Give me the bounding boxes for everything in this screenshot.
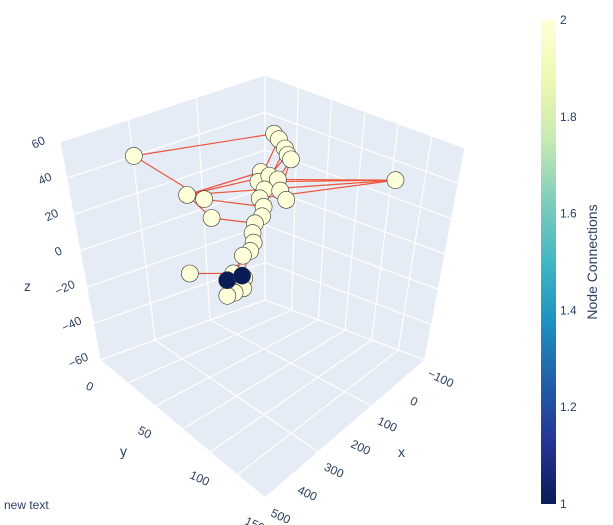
z-gridline (59, 74, 266, 143)
y-gridline (264, 299, 426, 361)
colorbar: 1 1.2 1.4 1.6 1.8 2 Node Connections (541, 13, 600, 511)
z-tick-label: −60 (66, 350, 91, 371)
colorbar-tick-label: 1.2 (560, 400, 577, 414)
x-gridline (237, 349, 399, 476)
x-tick-label: −100 (425, 366, 456, 390)
x-gridline (154, 319, 319, 407)
node-marker[interactable] (125, 147, 143, 165)
node-marker[interactable] (218, 271, 237, 290)
pane-xz (265, 75, 465, 360)
x-tick-label: 100 (375, 414, 399, 435)
x-gridline (182, 329, 346, 430)
x-gridline (209, 339, 373, 453)
z-tick-label: 60 (29, 133, 47, 151)
z-gridline (73, 149, 266, 216)
colorbar-tick-label: 1.8 (560, 110, 577, 124)
node-marker[interactable] (386, 171, 405, 189)
node-marker[interactable] (218, 286, 237, 305)
z-gridline (66, 111, 266, 179)
colorbar-gradient (541, 20, 556, 504)
z-axis-title: z (24, 278, 31, 294)
x-gridline (371, 123, 399, 341)
z-gridline (79, 186, 266, 252)
y-gridline (196, 97, 211, 321)
z-tick-label: −40 (59, 313, 84, 334)
y-gridline (154, 339, 319, 453)
node-marker[interactable] (234, 246, 252, 265)
x-axis-title: x (398, 444, 405, 460)
node-marker[interactable] (178, 186, 196, 204)
node-marker[interactable] (233, 266, 251, 285)
x-gridline (397, 135, 433, 351)
y-axis-title: y (120, 443, 127, 459)
y-tick-label: 50 (136, 423, 154, 441)
y-gridline (209, 319, 372, 407)
x-tick-label: 500 (269, 506, 293, 525)
x-tick-label: 300 (322, 460, 346, 481)
z-gridline (86, 224, 266, 288)
y-ticks: 0 50 100 150 (84, 379, 267, 525)
x-gridline (424, 147, 466, 361)
node-layer[interactable] (125, 124, 405, 305)
x-gridline (317, 99, 333, 321)
x-gridline (291, 87, 299, 311)
pane-yz (60, 75, 265, 360)
edge-line (133, 133, 275, 157)
colorbar-tick-label: 1.4 (560, 303, 577, 317)
annotation-text: new text (4, 498, 49, 512)
node-marker[interactable] (202, 209, 221, 227)
z-tick-label: −20 (53, 277, 78, 298)
node-marker[interactable] (282, 150, 300, 169)
edge-line (186, 171, 262, 196)
z-tick-label: 20 (43, 206, 61, 224)
x-gridline (127, 309, 292, 384)
colorbar-tick-label: 1 (560, 497, 567, 511)
y-tick-label: 100 (188, 468, 212, 489)
y-tick-label: 150 (243, 514, 267, 525)
colorbar-ticks: 1 1.2 1.4 1.6 1.8 2 (560, 13, 577, 511)
node-marker[interactable] (195, 190, 213, 208)
colorbar-tick-label: 2 (560, 13, 567, 27)
edge-line (204, 198, 264, 208)
colorbar-tick-label: 1.6 (560, 207, 577, 221)
y-gridline (99, 359, 266, 499)
pane-floor (100, 300, 425, 498)
y-gridline (59, 141, 101, 361)
z-tick-label: 40 (36, 169, 54, 187)
node-marker[interactable] (277, 191, 296, 209)
node-marker[interactable] (181, 264, 199, 283)
x-gridline (264, 359, 426, 499)
x-tick-label: 0 (408, 394, 420, 410)
z-tick-label: 0 (52, 243, 64, 259)
y-tick-label: 0 (84, 379, 96, 395)
x-tick-label: 400 (295, 483, 319, 504)
x-gridline (99, 299, 266, 361)
colorbar-title: Node Connections (584, 204, 600, 319)
x-tick-label: 200 (349, 437, 373, 458)
x-gridline (344, 111, 366, 331)
edge-line (187, 179, 396, 196)
